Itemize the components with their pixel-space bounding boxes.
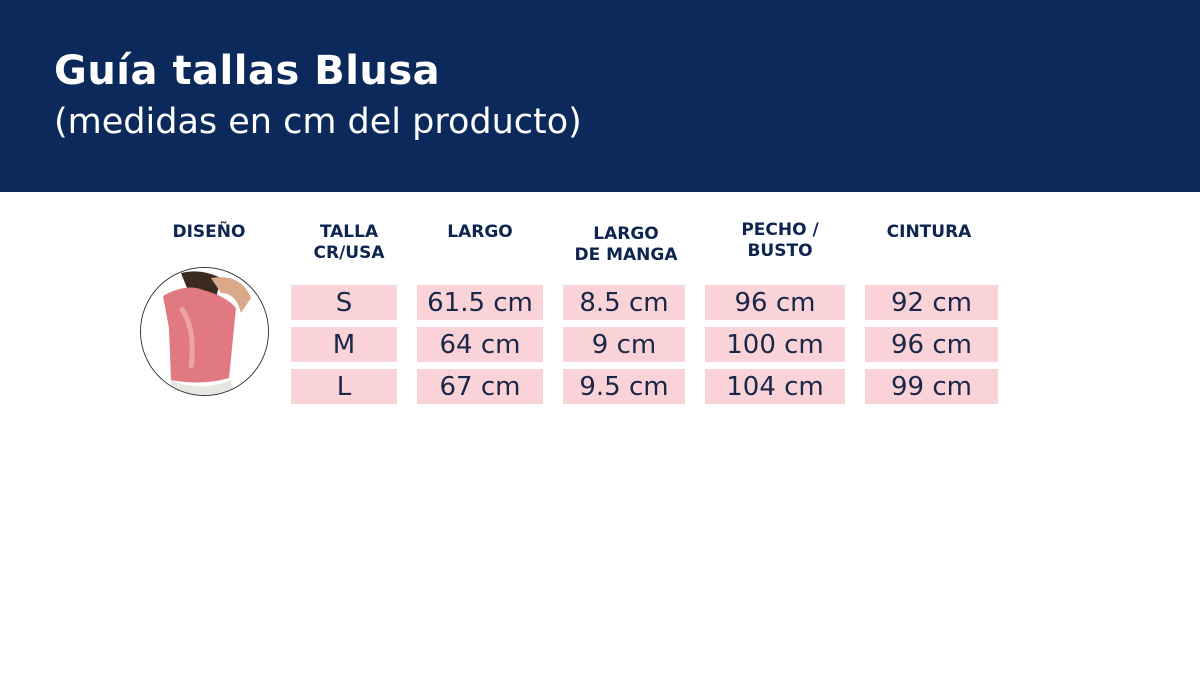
cell-pecho: 104 cm <box>705 369 845 404</box>
cell-cintura: 99 cm <box>865 369 998 404</box>
cell-largo: 61.5 cm <box>417 285 543 320</box>
column-header-diseno: DISEÑO <box>172 222 246 242</box>
cell-largo-manga: 9.5 cm <box>563 369 685 404</box>
header-banner: Guía tallas Blusa (medidas en cm del pro… <box>0 0 1200 192</box>
cell-largo-manga: 9 cm <box>563 327 685 362</box>
column-header-pecho: PECHO / BUSTO <box>741 220 819 261</box>
cell-cintura: 96 cm <box>865 327 998 362</box>
cell-pecho: 100 cm <box>705 327 845 362</box>
cell-talla: S <box>291 285 397 320</box>
cell-pecho: 96 cm <box>705 285 845 320</box>
column-header-largo: LARGO <box>447 222 513 242</box>
cell-talla: M <box>291 327 397 362</box>
cell-largo: 64 cm <box>417 327 543 362</box>
column-header-talla: TALLA CR/USA <box>313 222 385 263</box>
cell-cintura: 92 cm <box>865 285 998 320</box>
column-header-cintura: CINTURA <box>886 222 972 242</box>
cell-talla: L <box>291 369 397 404</box>
column-header-largo-manga: LARGO DE MANGA <box>574 224 678 265</box>
cell-largo: 67 cm <box>417 369 543 404</box>
cell-largo-manga: 8.5 cm <box>563 285 685 320</box>
page-title: Guía tallas Blusa <box>54 48 441 94</box>
page-subtitle: (medidas en cm del producto) <box>54 102 582 142</box>
blouse-product-image <box>140 267 269 396</box>
